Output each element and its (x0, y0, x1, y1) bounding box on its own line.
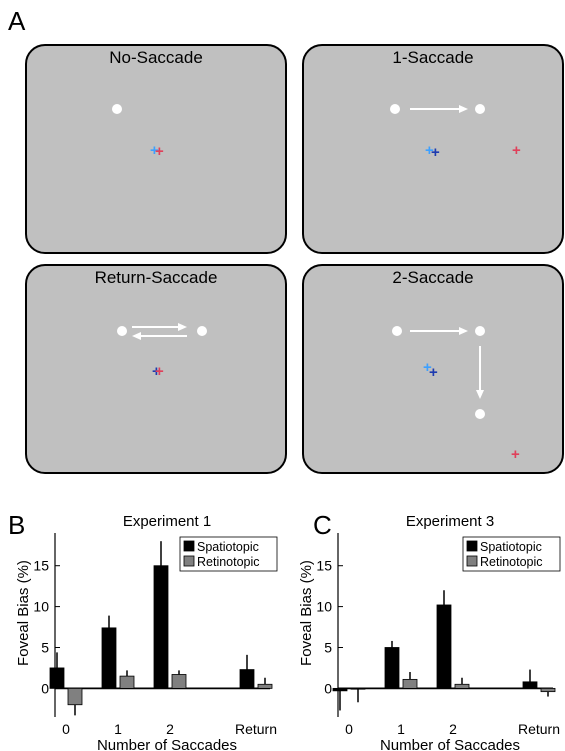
bar-retinotopic-1 (119, 675, 135, 689)
legend-swatch (466, 555, 478, 567)
x-tick-label: 1 (114, 721, 122, 737)
bar-spatiotopic-return (239, 669, 255, 689)
return-saccade-arrows-icon (132, 323, 187, 340)
bar-spatiotopic-2 (436, 604, 452, 689)
y-tick-label: 0 (41, 680, 49, 696)
dark-blue-cross-icon: + (152, 363, 161, 380)
panel-label-a: A (8, 6, 26, 36)
chart-title: Experiment 3 (406, 513, 494, 530)
y-tick-label: 10 (316, 599, 332, 615)
two-saccade-screen: 2-Saccade + + + (302, 264, 564, 474)
red-cross-icon: + (155, 363, 164, 380)
bar-spatiotopic-return (522, 681, 538, 689)
panel-label-b: B (8, 510, 26, 540)
light-blue-cross-icon: + (150, 142, 159, 159)
y-tick-label: 10 (33, 599, 49, 615)
bar-retinotopic-0 (67, 687, 83, 706)
legend-box (462, 536, 561, 572)
x-tick-label: 0 (345, 721, 353, 737)
bar-retinotopic-2 (171, 674, 187, 689)
bar-spatiotopic-2 (153, 565, 169, 689)
red-cross-icon: + (511, 446, 520, 463)
screen-title: Return-Saccade (94, 268, 218, 287)
y-tick-label: 5 (324, 639, 332, 655)
legend-swatch (183, 540, 195, 552)
screen-title: 2-Saccade (392, 268, 474, 287)
y-tick-label: 15 (316, 558, 332, 574)
dark-blue-cross-icon: + (429, 364, 438, 381)
light-blue-cross-icon: + (425, 142, 434, 159)
target-dot (197, 326, 207, 336)
y-tick-label: 15 (33, 558, 49, 574)
fixation-dot (392, 326, 402, 336)
bar-spatiotopic-0 (332, 687, 348, 692)
bar-retinotopic-return (540, 687, 556, 693)
x-tick-label: 2 (166, 721, 174, 737)
red-cross-icon: + (512, 142, 521, 159)
y-tick-label: 0 (324, 680, 332, 696)
x-axis-label: Number of Saccades (380, 737, 520, 751)
target-dot (475, 326, 485, 336)
no-saccade-screen: No-Saccade + + (25, 44, 287, 254)
legend-label: Retinotopic (197, 555, 260, 569)
light-blue-cross-icon: + (423, 359, 432, 376)
second-target-dot (475, 409, 485, 419)
screen-title: No-Saccade (109, 48, 203, 67)
x-tick-label: Return (235, 721, 277, 737)
bar-spatiotopic-1 (384, 647, 400, 689)
fixation-dot (390, 104, 400, 114)
x-tick-label: 0 (62, 721, 70, 737)
y-axis-label: Foveal Bias (%) (15, 560, 32, 666)
screen-title: 1-Saccade (392, 48, 474, 67)
target-dot (475, 104, 485, 114)
return-saccade-screen: Return-Saccade + + (25, 264, 287, 474)
bar-retinotopic-return (257, 683, 273, 689)
y-axis-label: Foveal Bias (%) (298, 560, 315, 666)
fixation-dot (117, 326, 127, 336)
legend-label: Spatiotopic (480, 540, 542, 554)
chart-title: Experiment 1 (123, 513, 211, 530)
dark-blue-cross-icon: + (431, 144, 440, 161)
fixation-dot (112, 104, 122, 114)
panel-label-c: C (313, 510, 332, 540)
legend-box (179, 536, 278, 572)
x-tick-label: 2 (449, 721, 457, 737)
x-axis-label: Number of Saccades (97, 737, 237, 751)
red-cross-icon: + (155, 143, 164, 160)
one-saccade-screen: 1-Saccade + + + (302, 44, 564, 254)
legend-label: Spatiotopic (197, 540, 259, 554)
legend-label: Retinotopic (480, 555, 543, 569)
x-tick-label: Return (518, 721, 560, 737)
saccade-arrows-icon (410, 327, 484, 399)
bar-retinotopic-0 (350, 687, 366, 690)
bar-spatiotopic-0 (49, 667, 65, 689)
saccade-arrow-icon (410, 105, 468, 113)
y-tick-label: 5 (41, 639, 49, 655)
bar-retinotopic-1 (402, 678, 418, 689)
legend-swatch (183, 555, 195, 567)
x-tick-label: 1 (397, 721, 405, 737)
bar-spatiotopic-1 (101, 627, 117, 689)
legend-swatch (466, 540, 478, 552)
bar-retinotopic-2 (454, 683, 470, 689)
